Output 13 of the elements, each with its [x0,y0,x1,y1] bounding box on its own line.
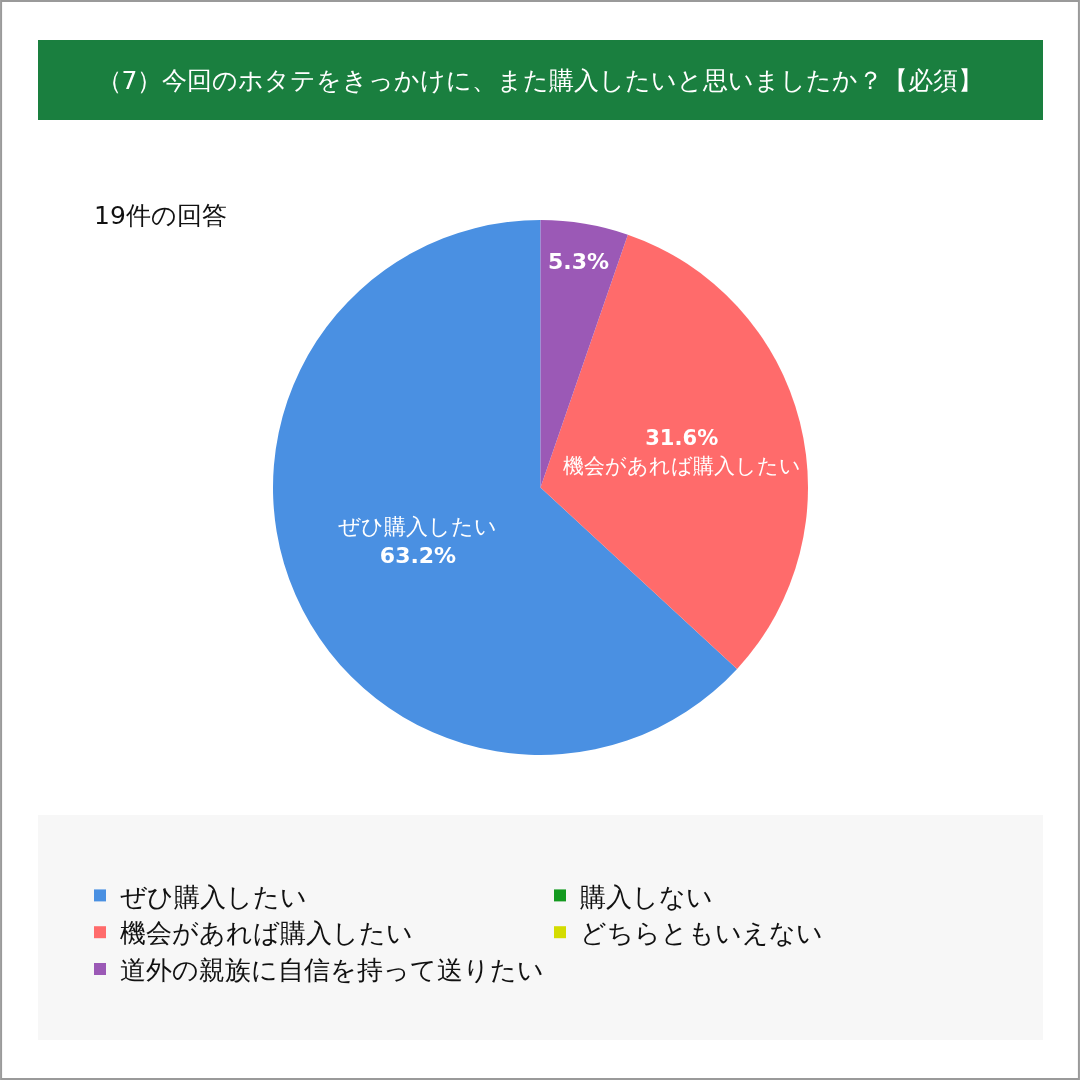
legend-label: どちらともいえない [580,918,823,949]
pie-slice [273,220,738,755]
data-label: ぜひ購入したい 63.2% [338,514,498,568]
pie-slice [540,234,808,669]
legend-label: 購入しない [580,881,713,912]
chart-title: （7）今回のホタテをきっかけに、また購入したいと思いましたか？【必須】 [96,65,984,95]
legend-label: 機会があれば購入したい [120,918,413,949]
legend-label: 道外の親族に自信を持って送りたい [120,955,544,986]
legend-label: ぜひ購入したい [120,881,307,912]
pie-slice [540,220,628,488]
chart-subtitle: 19件の回答 [94,201,227,230]
data-label: 5.3% [547,248,610,274]
data-label: 31.6% 機会があれば購入したい [562,425,801,478]
